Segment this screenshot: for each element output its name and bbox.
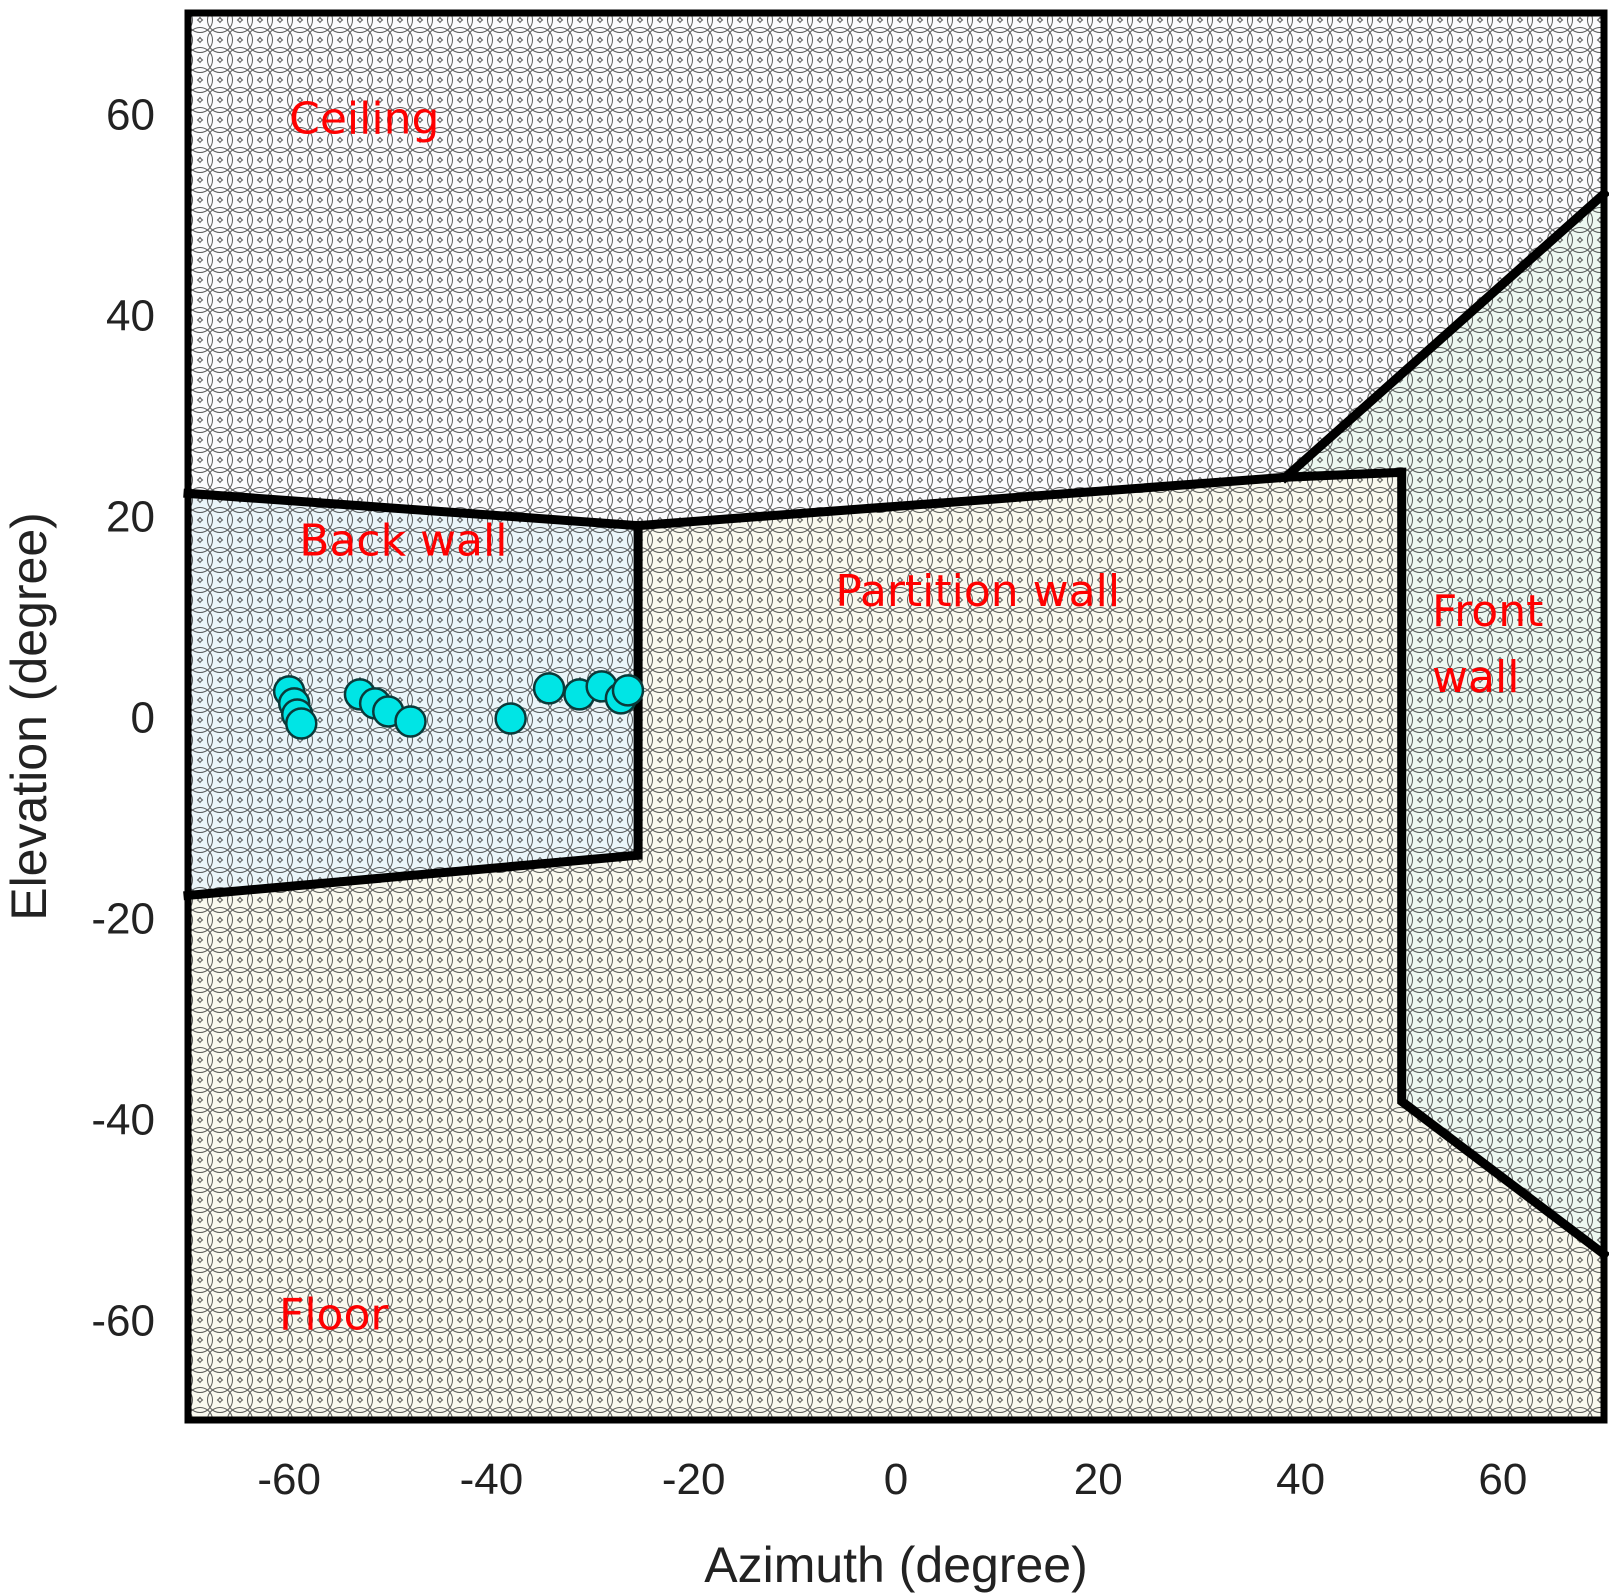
y-tick-label: 20 [106, 493, 155, 542]
boundary-line-3 [1279, 187, 1609, 484]
y-tick-label: 0 [131, 694, 155, 743]
x-tick-label: 60 [1478, 1455, 1527, 1504]
x-tick-labels: -60 -40 -20 0 20 40 60 [257, 1455, 1527, 1504]
x-tick-label: -40 [460, 1455, 524, 1504]
y-tick-label: 60 [106, 91, 155, 140]
data-point-8 [394, 705, 427, 738]
y-tick-label: -20 [91, 895, 155, 944]
x-tick-label: 0 [884, 1455, 908, 1504]
label-floor: Floor [279, 1290, 389, 1341]
y-tick-labels: 60 40 20 0 -20 -40 -60 [91, 91, 155, 1346]
x-axis-title: Azimuth (degree) [704, 1537, 1088, 1593]
x-tick-label: -60 [257, 1455, 321, 1504]
y-tick-label: -60 [91, 1297, 155, 1346]
x-tick-label: 40 [1276, 1455, 1325, 1504]
y-tick-label: 40 [106, 292, 155, 341]
wall-boundaries [183, 187, 1609, 1261]
label-partition-wall: Partition wall [835, 566, 1120, 617]
boundary-line-1 [183, 467, 1609, 1261]
y-axis-title: Elevation (degree) [1, 512, 57, 921]
plot-frame [184, 9, 1608, 1424]
data-point-10 [532, 672, 566, 705]
y-tick-label: -40 [91, 1096, 155, 1145]
x-tick-label: 20 [1074, 1455, 1123, 1504]
data-point-4 [285, 707, 318, 740]
region-labels: Ceiling Back wall Partition wall Front wall F… [279, 94, 1543, 1341]
x-tick-label: -20 [662, 1455, 726, 1504]
data-point-9 [494, 702, 527, 735]
data-point-14 [611, 674, 645, 707]
label-back-wall: Back wall [299, 516, 507, 567]
boundary-line-2 [183, 521, 643, 901]
label-front-wall: Front wall [1432, 586, 1543, 703]
label-ceiling: Ceiling [289, 94, 439, 145]
data-points [272, 670, 645, 740]
